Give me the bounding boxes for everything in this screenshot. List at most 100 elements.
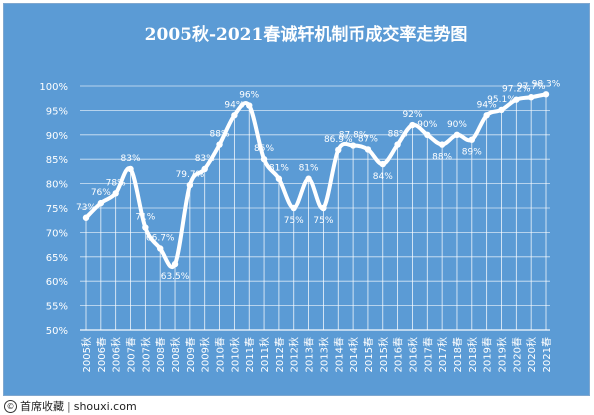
y-tick-label: 75% [46,204,68,215]
x-tick-label: 2013秋 [317,337,330,372]
data-label: 86.9% [324,135,353,145]
x-tick-label: 2005秋 [80,337,93,372]
x-tick-label: 2008秋 [169,337,182,372]
data-label: 84% [373,172,393,182]
footer-url: shouxi.com [73,399,137,413]
data-points [82,91,550,268]
data-point [379,160,386,168]
x-tick-label: 2019春 [482,337,494,372]
data-label: 87% [358,134,378,144]
data-point [156,245,164,252]
data-point [453,131,461,138]
x-tick-label: 2006春 [96,337,108,372]
data-label: 78% [106,178,126,188]
data-label: 83% [121,154,141,164]
data-label: 75% [284,216,304,226]
data-label: 89% [462,148,482,158]
x-tick-label: 2011秋 [258,337,271,372]
data-point [171,260,179,268]
y-tick-label: 70% [46,228,68,239]
x-tick-label: 2012秋 [288,337,301,372]
data-label: 90% [417,120,437,130]
x-tick-label: 2014秋 [347,337,360,372]
data-label: 81% [299,164,319,174]
data-point [260,156,268,163]
data-label: 83% [195,154,215,164]
data-label: 96% [239,91,259,101]
data-label: 88% [210,130,230,140]
data-point [409,121,416,129]
x-tick-label: 2015春 [363,337,375,372]
data-point [290,204,297,212]
data-label: 92% [402,110,422,120]
y-tick-label: 95% [46,106,68,117]
data-label: 88% [432,153,452,163]
y-tick-label: 55% [46,302,68,313]
data-label: 90% [447,120,467,130]
data-point [320,204,327,212]
data-point [305,175,312,182]
data-label: 79.7% [176,170,205,180]
footer-site-name: 首席收藏 [20,400,64,413]
x-tick-label: 2019秋 [495,337,508,372]
data-point [216,141,223,148]
x-tick-label: 2010秋 [228,337,241,372]
data-point [142,224,149,231]
x-tick-label: 2008春 [155,337,167,372]
data-label: 63.5% [161,272,190,282]
grid-lines [80,85,550,331]
data-label: 73% [76,203,96,213]
y-axis-tick-labels: 50% 55% 60% 65% 70% 75% 80% 85% 90% 95% 100% [39,82,68,337]
y-tick-label: 65% [46,253,68,264]
data-point [201,165,208,173]
y-tick-label: 80% [46,180,68,191]
data-point [349,142,357,149]
x-tick-label: 2016秋 [406,337,419,372]
data-point [468,136,476,143]
data-point [394,141,401,148]
x-tick-label: 2014春 [333,337,345,372]
copyright-icon: © [4,399,17,413]
data-label: 75% [313,216,333,226]
data-point [364,146,372,153]
data-label: 88% [388,130,408,140]
data-point [542,91,550,98]
x-tick-label: 2018春 [452,337,464,372]
x-tick-label: 2016春 [393,337,405,372]
data-label: 76% [91,188,111,198]
x-tick-label: 2012春 [274,337,286,372]
data-label: 94% [477,100,497,110]
x-tick-label: 2013春 [304,337,316,372]
x-tick-label: 2018秋 [466,337,479,372]
chart-title: 2005秋-2021春诚轩机制币成交率走势图 [145,24,468,45]
data-label: 97.7% [517,82,546,92]
y-tick-label: 50% [46,326,68,337]
x-tick-label: 2020秋 [525,337,538,372]
x-tick-label: 2007秋 [139,337,152,372]
watermark-footer: © 首席收藏 | shouxi.com [4,398,137,414]
data-label: 85% [254,144,274,154]
data-label: 94% [224,100,244,110]
y-tick-label: 90% [46,131,68,142]
data-label: 81% [269,164,289,174]
data-point [513,96,520,103]
data-point [231,112,238,119]
y-tick-label: 60% [46,277,68,288]
y-tick-label: 85% [46,155,68,166]
data-point [246,102,253,109]
x-tick-label: 2017秋 [436,337,449,372]
x-tick-label: 2009秋 [199,337,212,372]
data-label: 95.1% [487,95,516,105]
y-tick-label: 100% [39,82,68,93]
data-point [127,165,134,173]
data-point [186,181,194,189]
data-label: 71% [135,213,155,223]
data-label: 97.2% [502,85,531,95]
x-tick-label: 2007春 [126,337,138,372]
data-label: 98.3% [532,79,561,89]
data-label: 87.8% [339,131,368,141]
data-point [335,146,342,154]
x-tick-label: 2015秋 [377,337,390,372]
